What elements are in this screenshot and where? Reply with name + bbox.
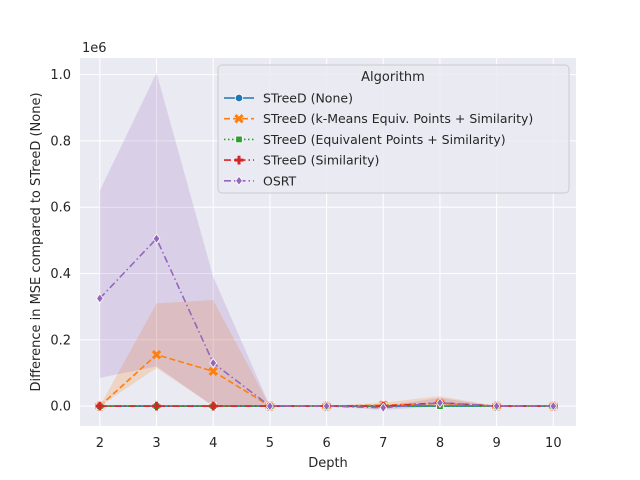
- legend-title: Algorithm: [361, 70, 425, 85]
- legend-entries: STreeD (None) STreeD (k-Means Equiv. Poin…: [224, 91, 533, 188]
- data-point: [208, 366, 218, 376]
- data-point: [265, 400, 274, 412]
- legend-entry: STreeD (Similarity): [224, 153, 379, 168]
- legend-entry: OSRT: [224, 173, 297, 188]
- y-tick-label: 0.4: [50, 267, 71, 282]
- x-tick-label: 10: [545, 436, 562, 451]
- confidence-bands: [99, 72, 554, 411]
- confidence-band: [99, 300, 554, 408]
- data-point: [151, 350, 162, 360]
- data-point: [436, 397, 444, 408]
- legend-marker: [235, 175, 243, 186]
- series-line: [99, 237, 554, 409]
- y-tick-label: 0.2: [50, 333, 71, 348]
- data-point: [379, 402, 388, 413]
- data-point: [492, 400, 501, 412]
- x-tick-labels: 2 3 4 5 6 7 8 9 10: [96, 436, 562, 451]
- legend-entry: STreeD (k-Means Equiv. Points + Similari…: [224, 111, 533, 126]
- data-point: [208, 401, 218, 411]
- y-axis-label: Difference in MSE compared to STreeD (No…: [29, 92, 44, 391]
- data-point: [95, 293, 104, 304]
- y-tick-label: 0.0: [50, 400, 71, 415]
- y-tick-label: 0.6: [50, 201, 71, 216]
- data-point: [322, 400, 331, 412]
- data-point: [95, 401, 105, 411]
- x-tick-label: 3: [152, 436, 160, 451]
- legend-label: OSRT: [263, 173, 297, 188]
- data-point: [152, 401, 161, 411]
- x-tick-label: 8: [436, 436, 444, 451]
- series-markers: [95, 233, 558, 413]
- legend-entry: STreeD (Equivalent Points + Similarity): [224, 132, 506, 147]
- x-tick-label: 2: [96, 436, 104, 451]
- data-point: [152, 233, 161, 244]
- y-tick-label: 1.0: [50, 68, 71, 83]
- legend-marker: [235, 135, 243, 144]
- x-tick-label: 9: [492, 436, 500, 451]
- legend-frame: [217, 64, 570, 194]
- data-point: [549, 400, 558, 412]
- x-tick-label: 4: [209, 436, 217, 451]
- x-tick-label: 7: [379, 436, 387, 451]
- confidence-band: [99, 72, 554, 411]
- data-point: [209, 357, 218, 369]
- legend-marker: [234, 155, 244, 165]
- x-tick-label: 6: [322, 436, 330, 451]
- legend-label: STreeD (None): [263, 91, 353, 106]
- legend: Algorithm STreeD (None) STreeD (k-Means E…: [217, 64, 570, 194]
- legend-marker: [234, 114, 244, 124]
- y-multiplier-label: 1e6: [82, 41, 107, 56]
- x-tick-label: 5: [266, 436, 274, 451]
- legend-label: STreeD (Similarity): [263, 153, 379, 168]
- legend-label: STreeD (Equivalent Points + Similarity): [263, 132, 506, 147]
- y-tick-labels: 0.0 0.2 0.4 0.6 0.8 1.0: [50, 68, 71, 415]
- legend-label: STreeD (k-Means Equiv. Points + Similari…: [263, 111, 533, 126]
- y-tick-label: 0.8: [50, 134, 71, 149]
- x-axis-label: Depth: [308, 456, 348, 471]
- legend-marker: [234, 93, 244, 103]
- legend-entry: STreeD (None): [224, 91, 353, 106]
